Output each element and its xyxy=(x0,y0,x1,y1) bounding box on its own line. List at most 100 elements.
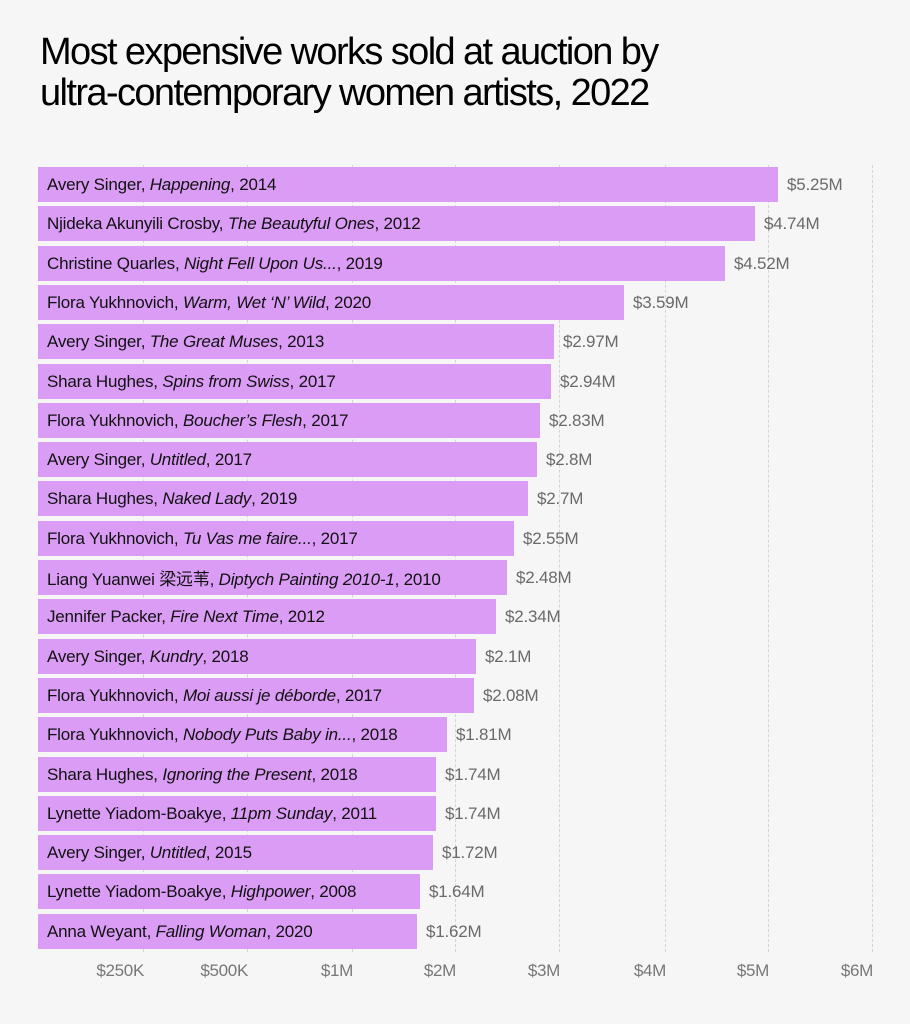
work-title: 11pm Sunday xyxy=(230,803,333,823)
bar-label: Christine Quarles, Night Fell Upon Us...… xyxy=(47,253,383,273)
work-title: Spins from Swiss xyxy=(162,371,290,391)
bar: Anna Weyant, Falling Woman, 2020 xyxy=(38,914,417,949)
value-label: $2.08M xyxy=(483,686,539,705)
artist-name: Lynette Yiadom-Boakye xyxy=(47,803,222,823)
artist-name: Njideka Akunyili Crosby xyxy=(47,213,219,233)
work-title: Highpower xyxy=(230,881,311,901)
bar-label: Anna Weyant, Falling Woman, 2020 xyxy=(47,921,313,941)
work-year: 2018 xyxy=(320,764,358,784)
bar-label: Jennifer Packer, Fire Next Time, 2012 xyxy=(47,606,325,626)
work-year: 2020 xyxy=(275,921,313,941)
bar-label: Flora Yukhnovich, Warm, Wet ‘N’ Wild, 20… xyxy=(47,292,372,312)
work-year: 2015 xyxy=(214,842,252,862)
bar: Shara Hughes, Naked Lady, 2019 xyxy=(38,481,528,516)
bar-label: Njideka Akunyili Crosby, The Beautyful O… xyxy=(47,213,421,233)
work-title: Kundry xyxy=(149,646,203,666)
bar: Lynette Yiadom-Boakye, 11pm Sunday, 2011 xyxy=(38,796,436,831)
x-tick-label: $2M xyxy=(423,961,456,980)
work-title: Untitled xyxy=(149,449,206,469)
value-label: $2.1M xyxy=(485,647,532,666)
work-year: 2008 xyxy=(319,881,357,901)
work-title: Naked Lady xyxy=(162,488,252,508)
artist-name: Avery Singer xyxy=(47,449,141,469)
work-title: Untitled xyxy=(149,842,206,862)
work-year: 2018 xyxy=(360,724,398,744)
value-label: $2.48M xyxy=(516,568,572,587)
title-line-1: Most expensive works sold at auction by xyxy=(40,31,659,73)
value-label: $1.62M xyxy=(426,922,482,941)
value-label: $2.34M xyxy=(505,607,561,626)
bar: Avery Singer, Untitled, 2017 xyxy=(38,442,537,477)
work-year: 2017 xyxy=(214,449,252,469)
work-year: 2019 xyxy=(345,253,383,273)
value-label: $1.81M xyxy=(456,725,512,744)
value-label: $4.52M xyxy=(734,254,790,273)
artist-name: Flora Yukhnovich xyxy=(47,685,174,705)
artist-name: Avery Singer xyxy=(47,646,141,666)
value-label: $1.72M xyxy=(442,843,498,862)
value-label: $2.94M xyxy=(560,372,616,391)
bar-label: Avery Singer, The Great Muses, 2013 xyxy=(47,331,325,351)
artist-name: Shara Hughes xyxy=(47,488,154,508)
bar-label: Avery Singer, Kundry, 2018 xyxy=(47,646,249,666)
value-label: $3.59M xyxy=(633,293,689,312)
work-title: Night Fell Upon Us... xyxy=(183,253,337,273)
artist-name: Shara Hughes xyxy=(47,764,154,784)
bar: Liang Yuanwei 梁远苇, Diptych Painting 2010… xyxy=(38,560,507,595)
gridline xyxy=(455,165,456,952)
bar-label: Shara Hughes, Naked Lady, 2019 xyxy=(47,488,298,508)
title-line-2: ultra-contemporary women artists, 2022 xyxy=(40,72,650,114)
bar: Flora Yukhnovich, Tu Vas me faire..., 20… xyxy=(38,521,514,556)
work-title: Tu Vas me faire... xyxy=(182,528,312,548)
work-title: Boucher’s Flesh xyxy=(182,410,303,430)
bar: Lynette Yiadom-Boakye, Highpower, 2008 xyxy=(38,874,420,909)
work-year: 2014 xyxy=(239,174,277,194)
work-year: 2017 xyxy=(344,685,382,705)
bar: Avery Singer, Untitled, 2015 xyxy=(38,835,433,870)
work-year: 2010 xyxy=(403,570,441,589)
artist-name: Lynette Yiadom-Boakye xyxy=(47,881,222,901)
value-label: $1.64M xyxy=(429,882,485,901)
gridline xyxy=(352,165,353,952)
artist-name: Flora Yukhnovich xyxy=(47,410,174,430)
work-title: Moi aussi je déborde xyxy=(182,685,336,705)
bar: Flora Yukhnovich, Moi aussi je déborde, … xyxy=(38,678,474,713)
gridline xyxy=(768,165,769,952)
x-tick-label: $500K xyxy=(200,961,248,980)
work-year: 2019 xyxy=(260,488,298,508)
bar: Flora Yukhnovich, Nobody Puts Baby in...… xyxy=(38,717,447,752)
bar: Flora Yukhnovich, Warm, Wet ‘N’ Wild, 20… xyxy=(38,285,624,320)
bar-label: Avery Singer, Untitled, 2015 xyxy=(47,842,252,862)
gridline xyxy=(143,165,144,952)
gridline xyxy=(247,165,248,952)
work-title: Diptych Painting 2010-1 xyxy=(218,570,395,589)
value-label: $1.74M xyxy=(445,804,501,823)
bar: Jennifer Packer, Fire Next Time, 2012 xyxy=(38,599,496,634)
value-label: $4.74M xyxy=(764,214,820,233)
artist-name: Anna Weyant xyxy=(47,921,147,941)
bar: Shara Hughes, Spins from Swiss, 2017 xyxy=(38,364,551,399)
chart-title: Most expensive works sold at auction by … xyxy=(40,32,900,114)
value-label: $2.55M xyxy=(523,529,579,548)
bar: Avery Singer, Happening, 2014 xyxy=(38,167,778,202)
bar-label: Liang Yuanwei 梁远苇, Diptych Painting 2010… xyxy=(47,570,441,589)
work-year: 2020 xyxy=(334,292,372,312)
bar: Avery Singer, The Great Muses, 2013 xyxy=(38,324,554,359)
x-tick-label: $6M xyxy=(840,961,873,980)
work-year: 2017 xyxy=(298,371,336,391)
work-title: The Beautyful Ones xyxy=(227,213,375,233)
work-year: 2012 xyxy=(383,213,421,233)
bar-label: Flora Yukhnovich, Boucher’s Flesh, 2017 xyxy=(47,410,349,430)
artist-name: Flora Yukhnovich xyxy=(47,292,174,312)
artist-name: Flora Yukhnovich xyxy=(47,724,174,744)
work-title: Fire Next Time xyxy=(170,606,279,626)
work-title: Warm, Wet ‘N’ Wild xyxy=(182,292,325,312)
work-title: Falling Woman xyxy=(155,921,267,941)
bar: Avery Singer, Kundry, 2018 xyxy=(38,639,476,674)
value-label: $1.74M xyxy=(445,765,501,784)
x-tick-label: $250K xyxy=(96,961,144,980)
bar-label: Flora Yukhnovich, Tu Vas me faire..., 20… xyxy=(47,528,358,548)
bar-label: Shara Hughes, Spins from Swiss, 2017 xyxy=(47,371,336,391)
bar-label: Shara Hughes, Ignoring the Present, 2018 xyxy=(47,764,358,784)
